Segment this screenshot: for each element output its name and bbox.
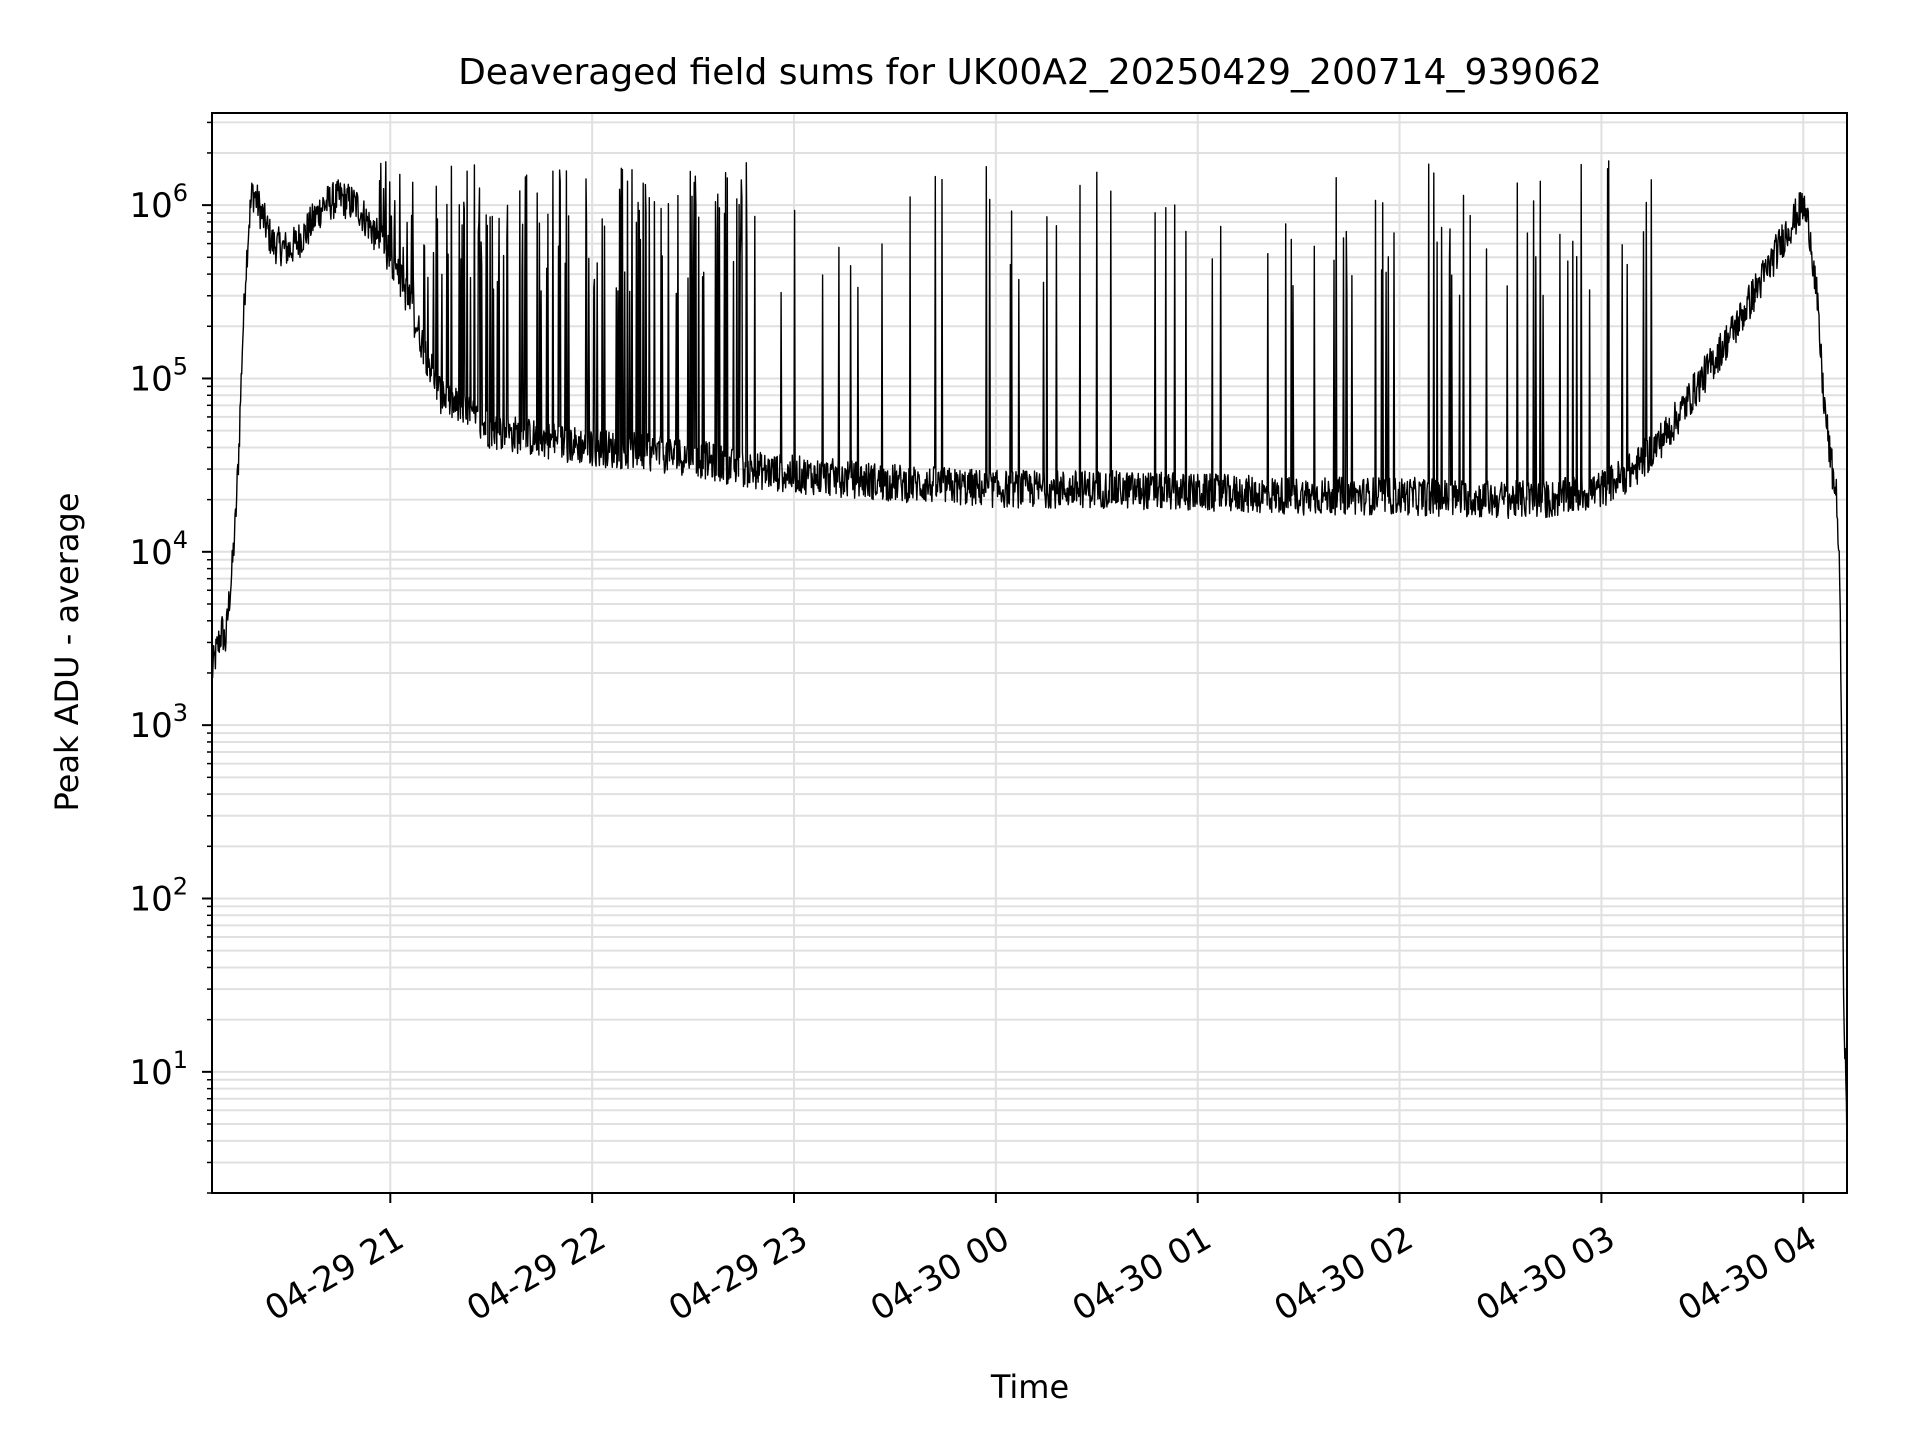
y-tick-label: 102 <box>129 872 188 919</box>
y-tick-label-base: 10 <box>129 186 172 226</box>
y-tick-label: 106 <box>129 179 188 226</box>
y-tick-label-exponent: 5 <box>173 352 188 380</box>
data-line-group <box>211 160 1848 1151</box>
y-axis-label: Peak ADU - average <box>48 493 86 812</box>
y-tick-label: 105 <box>129 352 188 399</box>
plot-frame <box>211 112 1848 1194</box>
y-tick-label-base: 10 <box>129 879 172 919</box>
y-tick-label-base: 10 <box>129 706 172 746</box>
y-tick-label-exponent: 3 <box>173 699 188 727</box>
y-tick-label-exponent: 2 <box>173 872 188 900</box>
chart-title: Deaveraged field sums for UK00A2_2025042… <box>458 52 1602 93</box>
y-tick-label: 101 <box>129 1046 188 1093</box>
series-line <box>211 160 1848 1151</box>
y-tick-label-exponent: 4 <box>173 526 188 554</box>
y-tick-label-exponent: 1 <box>173 1046 188 1074</box>
y-tick-label-base: 10 <box>129 359 172 399</box>
y-tick-label: 104 <box>129 526 188 573</box>
y-tick-label-exponent: 6 <box>173 179 188 207</box>
y-tick-label: 103 <box>129 699 188 746</box>
grid <box>212 113 1847 1194</box>
y-tick-label-base: 10 <box>129 533 172 573</box>
y-tick-label-base: 10 <box>129 1053 172 1093</box>
x-axis-label: Time <box>990 1368 1069 1406</box>
